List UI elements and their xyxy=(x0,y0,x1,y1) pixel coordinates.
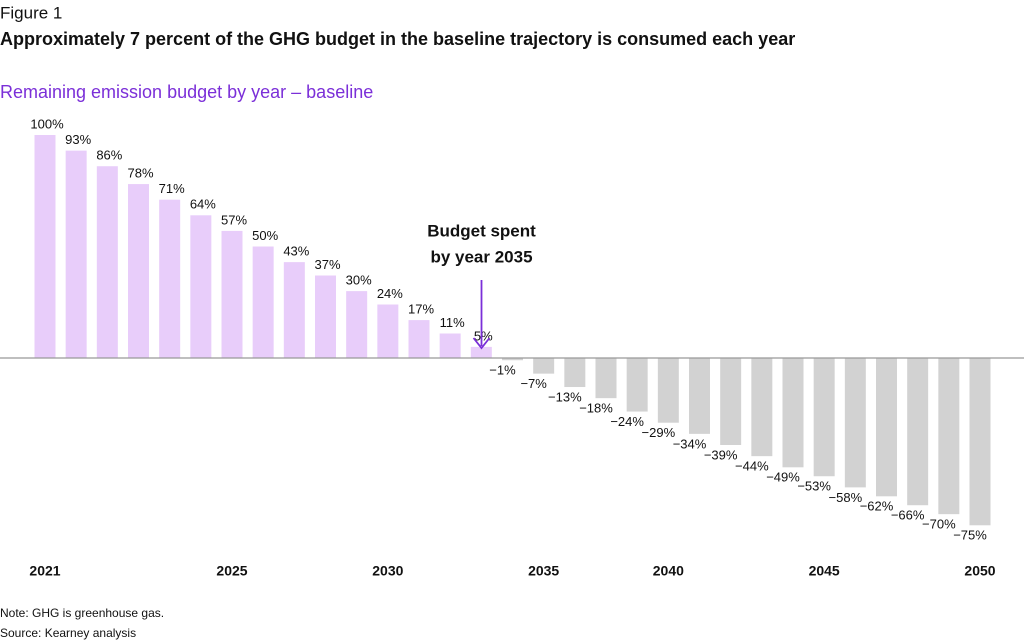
annotation: by year 2035 xyxy=(430,247,532,266)
bar xyxy=(844,358,866,488)
bar xyxy=(938,358,960,515)
value-label: −29% xyxy=(642,425,676,440)
value-label: 93% xyxy=(65,132,91,147)
bar xyxy=(813,358,835,477)
value-label: 30% xyxy=(346,273,372,288)
bar xyxy=(283,262,305,359)
chart-title: Approximately 7 percent of the GHG budge… xyxy=(0,29,795,49)
bar xyxy=(969,358,991,526)
figure-label: Figure 1 xyxy=(0,3,62,22)
value-label: 50% xyxy=(252,228,278,243)
bar xyxy=(689,358,710,434)
bar xyxy=(159,199,181,359)
x-tick-label: 2050 xyxy=(964,563,995,579)
value-label: 43% xyxy=(283,244,309,259)
value-label: −18% xyxy=(579,401,613,416)
value-label: −39% xyxy=(704,447,738,462)
value-label: 100% xyxy=(30,116,64,131)
bar xyxy=(907,358,929,506)
bar xyxy=(782,358,804,468)
value-label: −66% xyxy=(891,508,925,523)
bar xyxy=(346,291,368,359)
value-label: −24% xyxy=(610,414,644,429)
value-label: −58% xyxy=(829,490,863,505)
value-label: −44% xyxy=(735,459,769,474)
bar xyxy=(564,358,586,388)
bar xyxy=(221,230,243,359)
x-tick-label: 2021 xyxy=(29,563,60,579)
bar xyxy=(439,333,461,359)
value-label: 64% xyxy=(190,197,216,212)
bar xyxy=(470,346,492,359)
bar xyxy=(720,358,742,446)
bar xyxy=(657,358,679,423)
value-label: −1% xyxy=(489,363,516,378)
value-label: 11% xyxy=(440,315,465,330)
bar xyxy=(190,215,212,359)
value-label: −75% xyxy=(953,528,987,543)
x-tick-label: 2045 xyxy=(809,563,840,579)
value-label: −7% xyxy=(520,376,547,391)
bar xyxy=(377,304,399,359)
value-label: 17% xyxy=(408,302,434,317)
value-label: 37% xyxy=(314,257,340,272)
value-label: −13% xyxy=(548,389,582,404)
annotation-arrowhead xyxy=(472,337,491,350)
bar xyxy=(408,320,430,359)
value-label: −53% xyxy=(797,479,831,494)
source: Source: Kearney analysis xyxy=(0,626,136,640)
chart-subtitle: Remaining emission budget by year – base… xyxy=(0,82,373,102)
bar xyxy=(751,358,773,457)
bar xyxy=(128,184,149,359)
note: Note: GHG is greenhouse gas. xyxy=(0,606,164,620)
bar xyxy=(252,246,274,359)
value-label: −49% xyxy=(766,470,800,485)
x-tick-label: 2030 xyxy=(372,563,403,579)
x-tick-label: 2040 xyxy=(653,563,684,579)
bar xyxy=(65,150,87,359)
value-label: 24% xyxy=(377,286,403,301)
bar xyxy=(502,358,523,361)
bar xyxy=(876,358,897,497)
value-label: 86% xyxy=(96,148,122,163)
value-label: −34% xyxy=(673,436,707,451)
value-label: 71% xyxy=(159,181,185,196)
bar xyxy=(626,358,648,412)
bar xyxy=(315,275,336,359)
bar xyxy=(533,358,555,374)
value-label: −62% xyxy=(860,499,894,514)
bar xyxy=(96,166,118,359)
value-label: 57% xyxy=(221,212,247,227)
x-tick-label: 2035 xyxy=(528,563,559,579)
bar xyxy=(34,135,56,359)
x-tick-label: 2025 xyxy=(216,563,247,579)
bar xyxy=(595,358,617,399)
value-label: −70% xyxy=(922,517,956,532)
annotation: Budget spent xyxy=(427,221,536,240)
value-label: 78% xyxy=(127,166,153,181)
